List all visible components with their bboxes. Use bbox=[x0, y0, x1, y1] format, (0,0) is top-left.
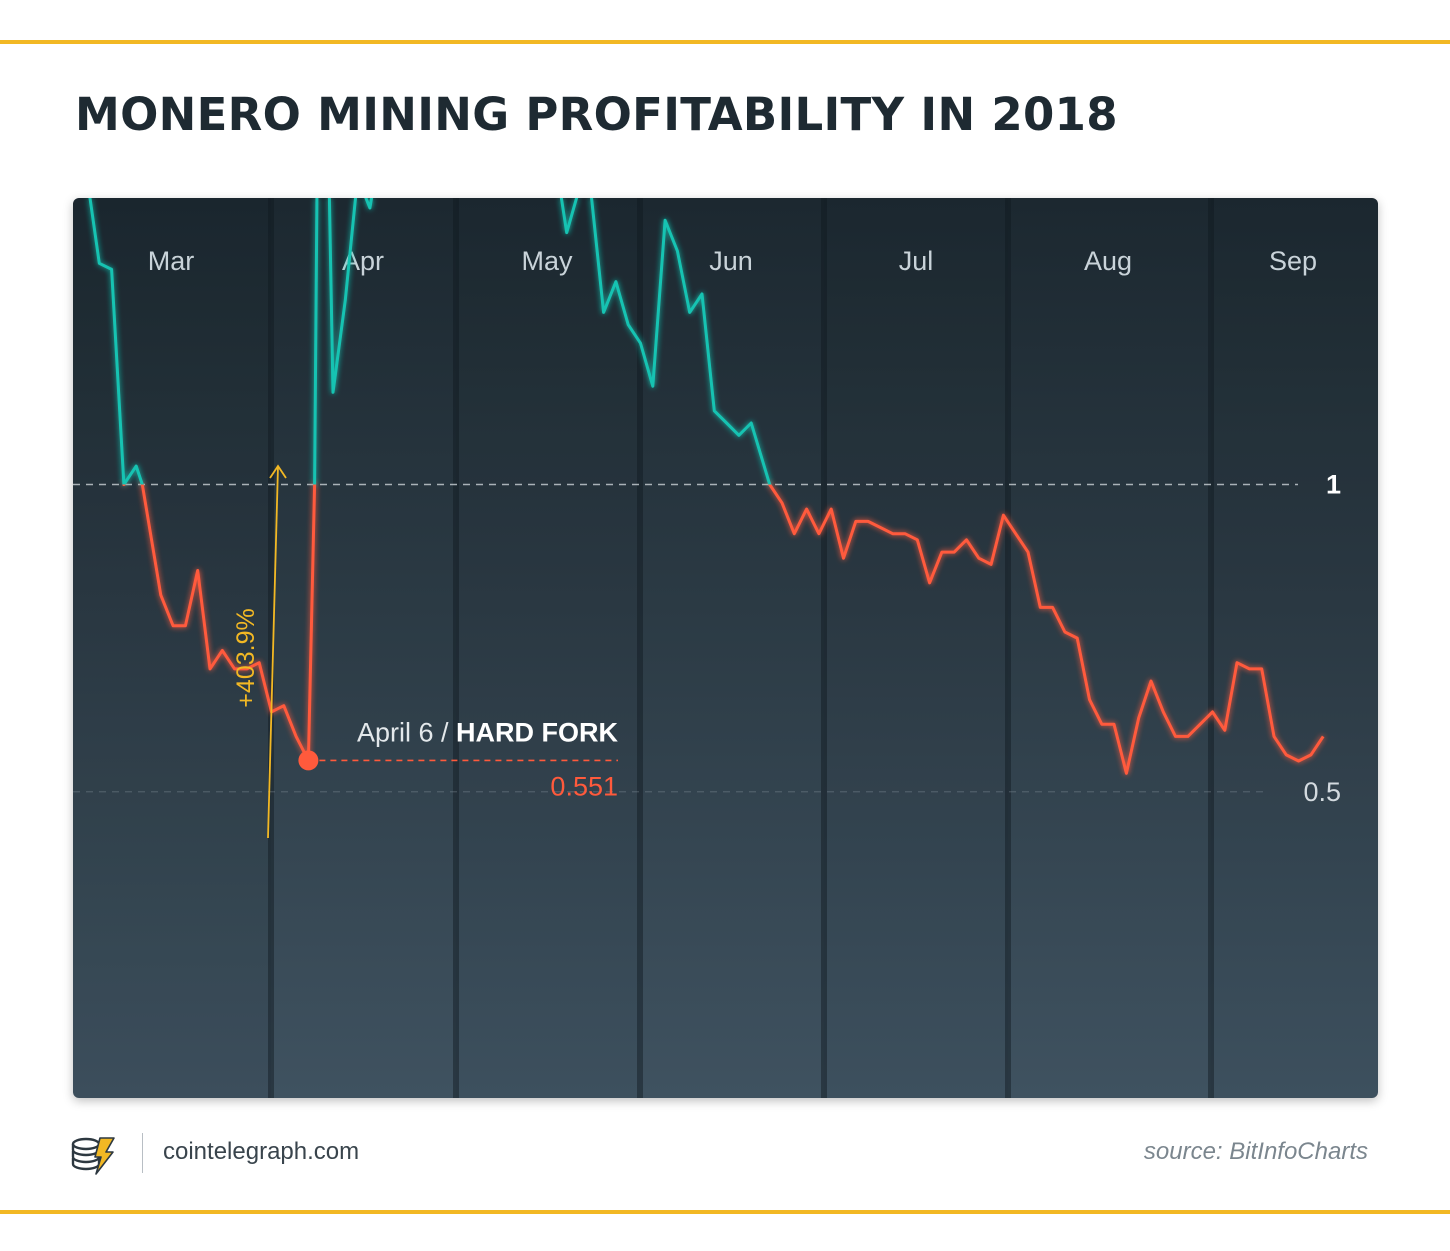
month-separators bbox=[73, 198, 1378, 1098]
y-tick-label: 1 bbox=[1326, 470, 1341, 500]
low-date-text: April 6 / bbox=[357, 717, 456, 747]
change-arrow bbox=[267, 465, 279, 839]
cointelegraph-logo-icon bbox=[71, 1137, 115, 1175]
month-separator bbox=[453, 198, 459, 1098]
month-band bbox=[73, 198, 271, 1098]
change-arrow-head bbox=[269, 464, 287, 479]
month-label: Mar bbox=[148, 246, 195, 276]
annotations: April 82.226April 6 / HARD FORK0.551+403… bbox=[232, 464, 619, 839]
month-band bbox=[271, 198, 456, 1098]
top-accent-rule bbox=[0, 40, 1450, 44]
grid-lines bbox=[73, 483, 1298, 793]
profitability-line-above-one bbox=[88, 198, 772, 485]
change-percent-label: +403.9% bbox=[232, 608, 260, 707]
month-label: May bbox=[521, 246, 573, 276]
hard-fork-label: HARD FORK bbox=[456, 717, 618, 747]
low-point-marker bbox=[298, 750, 319, 771]
y-tick-labels: 2.01.510.5 bbox=[1303, 470, 1341, 807]
month-labels: Mar Apr May Jun Jul Aug Sep bbox=[148, 246, 1317, 276]
month-separator bbox=[1005, 198, 1011, 1098]
month-label: Sep bbox=[1269, 246, 1317, 276]
footer-source: source: BitInfoCharts bbox=[1143, 1138, 1368, 1165]
month-label: Aug bbox=[1084, 246, 1132, 276]
page-title: MONERO MINING PROFITABILITY IN 2018 bbox=[75, 88, 1118, 141]
y-tick-label: 0.5 bbox=[1303, 777, 1341, 807]
footer-site-link[interactable]: cointelegraph.com bbox=[163, 1138, 360, 1165]
month-label: Jul bbox=[899, 246, 934, 276]
footer-separator bbox=[142, 1133, 143, 1173]
low-value-label: 0.551 bbox=[550, 771, 618, 801]
month-band bbox=[824, 198, 1008, 1098]
low-date-label: April 6 / HARD FORK bbox=[357, 717, 619, 747]
month-band bbox=[1008, 198, 1211, 1098]
month-label: Jun bbox=[709, 246, 753, 276]
profitability-line-below-one bbox=[122, 484, 1325, 775]
month-separator bbox=[637, 198, 643, 1098]
series-lines bbox=[88, 198, 1325, 775]
month-band bbox=[640, 198, 824, 1098]
bottom-accent-rule bbox=[0, 1210, 1450, 1214]
month-band bbox=[1211, 198, 1378, 1098]
month-separator bbox=[1208, 198, 1214, 1098]
month-separator bbox=[268, 198, 274, 1098]
month-separator bbox=[821, 198, 827, 1098]
month-band bbox=[456, 198, 640, 1098]
